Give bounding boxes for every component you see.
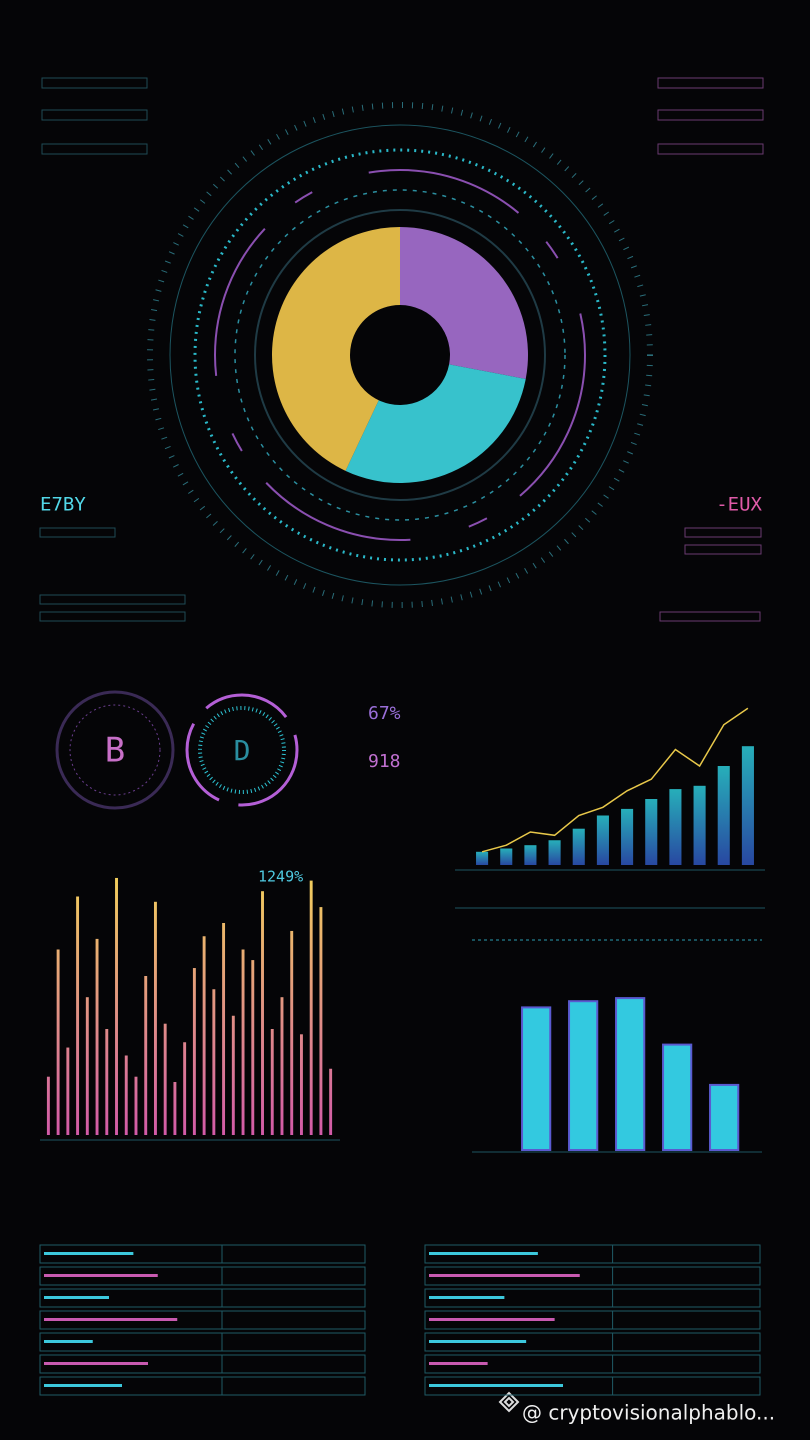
row-progress <box>429 1318 555 1321</box>
spike-bar <box>212 989 216 1135</box>
axis-lines <box>40 869 765 1153</box>
spike-bar <box>85 997 89 1135</box>
column <box>717 766 730 865</box>
table-row <box>39 1288 366 1308</box>
spike-bar <box>231 1015 235 1135</box>
header-boxes <box>39 77 764 622</box>
right-label: -EUX <box>716 494 762 516</box>
row-progress <box>429 1274 580 1277</box>
spike-bar <box>134 1076 138 1135</box>
column <box>669 789 682 865</box>
stat: 918 <box>368 751 401 772</box>
table-row <box>39 1310 366 1330</box>
spike-bar <box>290 930 294 1135</box>
column <box>548 840 561 865</box>
row-progress <box>44 1340 93 1343</box>
table-row <box>424 1288 761 1308</box>
bar <box>615 997 646 1151</box>
donut-segment <box>345 364 526 484</box>
table-row <box>424 1310 761 1330</box>
bar <box>709 1083 740 1152</box>
table-row <box>424 1244 761 1264</box>
spike-bar <box>329 1068 333 1135</box>
coin-symbol: B <box>105 731 125 771</box>
spike-bar <box>46 1076 50 1135</box>
spike-bar <box>299 1034 303 1135</box>
table-row <box>424 1266 761 1286</box>
column <box>476 851 489 865</box>
spike-bar <box>124 1055 128 1135</box>
table-row <box>424 1332 761 1352</box>
spike-bar <box>144 976 148 1135</box>
decor-rings <box>147 102 653 608</box>
table-row <box>39 1244 366 1264</box>
spike-bar <box>173 1082 177 1135</box>
bar <box>662 1043 693 1151</box>
spike-bar <box>222 923 226 1135</box>
donut-segment <box>400 227 528 379</box>
trend-line <box>481 707 749 853</box>
table-row <box>39 1376 366 1396</box>
row-progress <box>44 1296 109 1299</box>
left-label: E7BY <box>40 494 86 516</box>
spike-bar <box>261 891 264 1135</box>
row-progress <box>44 1384 122 1387</box>
bar <box>568 1000 599 1152</box>
table-row <box>39 1266 366 1286</box>
coin-symbol: D <box>234 734 251 767</box>
spike-bar <box>251 960 255 1135</box>
spike-bar <box>270 1029 274 1135</box>
spike-bar <box>183 1042 187 1135</box>
row-progress <box>429 1296 505 1299</box>
spike-bar <box>202 936 206 1135</box>
spike-bar <box>241 949 245 1135</box>
table-row <box>424 1376 761 1396</box>
column <box>741 746 754 865</box>
row-progress <box>44 1274 158 1277</box>
spike-bar <box>319 907 323 1135</box>
donut-segment <box>271 227 400 471</box>
row-progress <box>429 1340 527 1343</box>
spike-bar <box>153 901 157 1135</box>
table-row <box>39 1332 366 1352</box>
spike-bar <box>163 1023 167 1135</box>
spike-bar <box>280 997 284 1135</box>
column <box>621 808 634 865</box>
stat: 67% <box>368 703 401 724</box>
row-progress <box>44 1252 134 1255</box>
spike-bar <box>309 880 313 1135</box>
spike-bar <box>105 1029 109 1135</box>
coins <box>55 690 299 810</box>
column <box>645 799 658 865</box>
spike-bar <box>66 1047 70 1135</box>
column <box>500 848 513 865</box>
spike-bar <box>95 938 99 1135</box>
row-progress <box>429 1362 488 1365</box>
bar <box>521 1006 552 1152</box>
table-row <box>39 1354 366 1374</box>
column <box>524 845 537 865</box>
row-progress <box>429 1384 563 1387</box>
spike-bar <box>56 949 60 1135</box>
column <box>596 815 609 865</box>
row-progress <box>44 1318 178 1321</box>
spike-bar <box>76 896 80 1135</box>
row-progress <box>429 1252 538 1255</box>
watermark-icon <box>498 1391 520 1413</box>
column <box>572 828 585 865</box>
spike-bar <box>192 968 196 1135</box>
spike-label: 1249% <box>258 868 303 886</box>
column <box>693 785 706 865</box>
row-progress <box>44 1362 148 1365</box>
spike-bar <box>115 877 118 1135</box>
watermark: @ cryptovisionalphablo... <box>522 1401 775 1425</box>
table-row <box>424 1354 761 1374</box>
